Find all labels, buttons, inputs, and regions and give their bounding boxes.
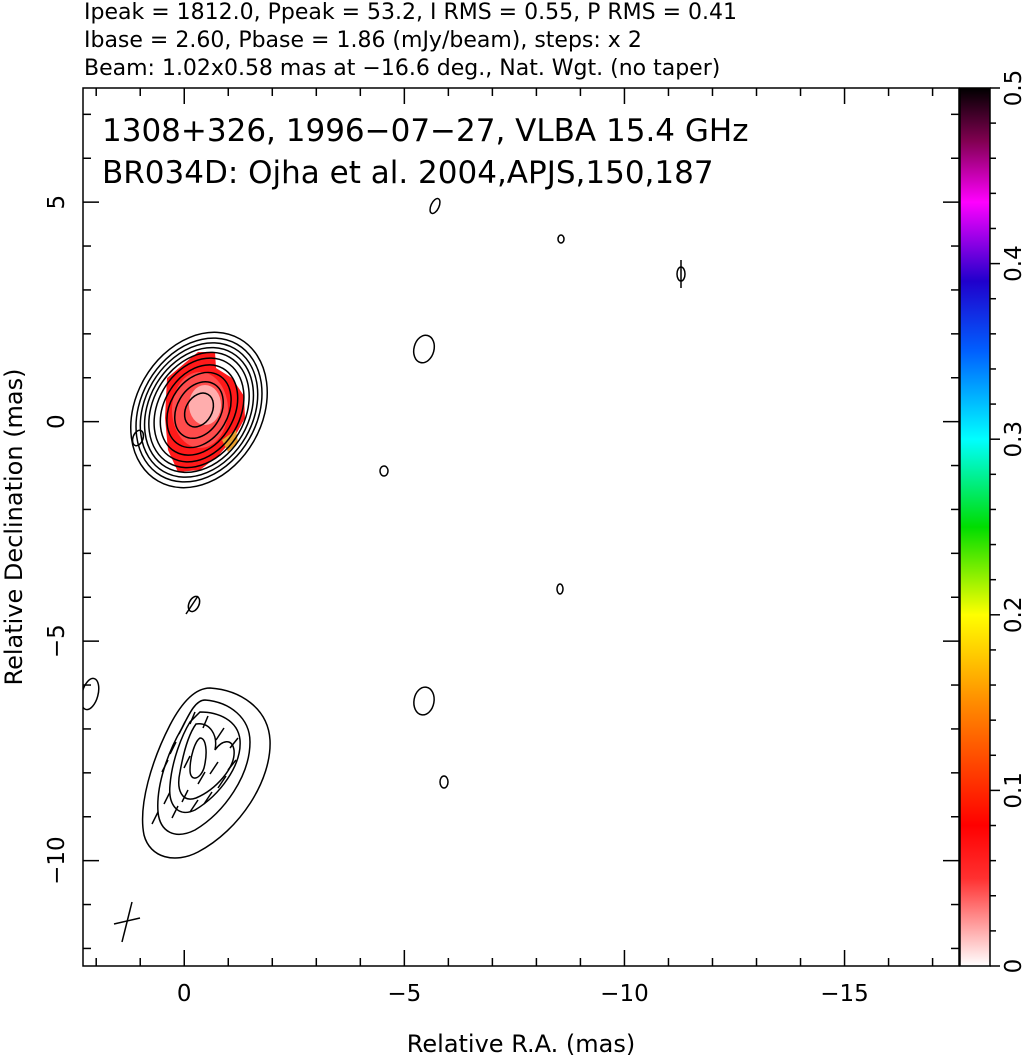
y-axis-ticks: [83, 113, 959, 950]
y-tick-label: 5: [44, 195, 70, 210]
colorbar-tick-label: 0: [1001, 959, 1022, 974]
jet-component-contours: [141, 687, 271, 859]
header-line-3: Beam: 1.02x0.58 mas at −16.6 deg., Nat. …: [84, 56, 720, 81]
noise-contours: [83, 197, 686, 789]
colorbar-tick-label: 0.4: [1001, 245, 1022, 282]
x-tick-label: 0: [177, 981, 192, 1007]
x-axis-label: Relative R.A. (mas): [407, 1030, 635, 1058]
y-tick-label: 0: [44, 414, 70, 429]
reference-label: BR034D: Ojha et al. 2004,APJS,150,187: [102, 155, 714, 191]
colorbar: 0 0.1 0.2 0.3 0.4 0.5: [959, 70, 1022, 974]
x-tick-label: −5: [387, 981, 421, 1007]
x-axis-tick-labels: 0 −5 −10 −15: [177, 981, 869, 1007]
x-tick-label: −15: [820, 981, 869, 1007]
y-axis-tick-labels: 5 0 −5 −10: [44, 195, 70, 885]
y-axis-label: Relative Declination (mas): [0, 368, 28, 685]
core-contours: [130, 331, 268, 489]
polarization-vectors: [151, 711, 239, 825]
colorbar-ticks: [990, 87, 1000, 967]
y-tick-label: −5: [44, 624, 70, 658]
beam-marker: [113, 901, 141, 943]
colorbar-tick-labels: 0 0.1 0.2 0.3 0.4 0.5: [1001, 70, 1022, 974]
y-tick-label: −10: [44, 836, 70, 885]
x-axis-ticks: [95, 88, 934, 966]
plot-area: [83, 197, 686, 943]
colorbar-tick-label: 0.2: [1001, 597, 1022, 634]
colorbar-gradient: [959, 87, 991, 967]
colorbar-tick-label: 0.5: [1001, 70, 1022, 107]
source-label: 1308+326, 1996−07−27, VLBA 15.4 GHz: [102, 113, 748, 149]
colorbar-tick-label: 0.3: [1001, 421, 1022, 458]
x-tick-label: −10: [600, 981, 649, 1007]
header-line-2: Ibase = 2.60, Pbase = 1.86 (mJy/beam), s…: [84, 28, 642, 53]
colorbar-tick-label: 0.1: [1001, 772, 1022, 809]
header-line-1: Ipeak = 1812.0, Ppeak = 53.2, I RMS = 0.…: [84, 0, 737, 25]
plot-frame: [82, 87, 960, 967]
